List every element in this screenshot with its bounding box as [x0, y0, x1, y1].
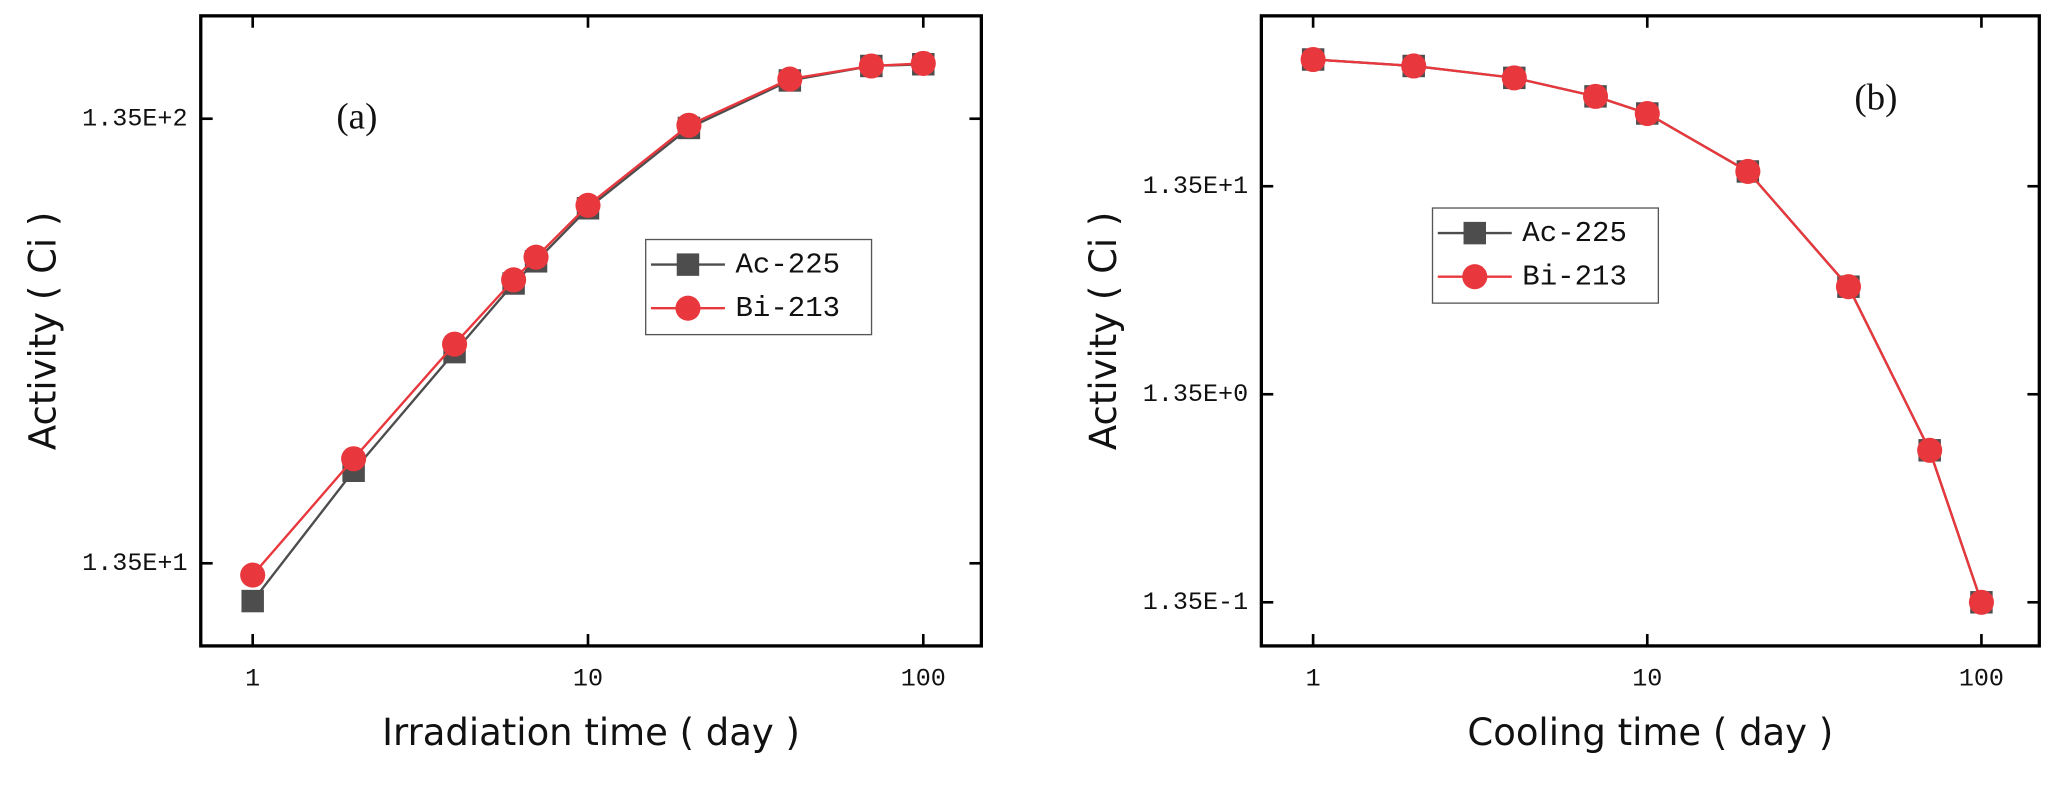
- marker: [858, 53, 884, 79]
- marker: [1735, 158, 1761, 185]
- marker: [241, 589, 264, 613]
- series-line: [1313, 58, 1983, 603]
- marker: [1582, 83, 1609, 109]
- legend-label: Ac-225: [736, 248, 841, 281]
- y-tick-label: 1.35E+1: [1143, 172, 1248, 201]
- y-axis-label: Activity ( Ci ): [21, 212, 64, 450]
- marker: [240, 562, 266, 588]
- y-tick-label: 1.35E+0: [1143, 380, 1248, 409]
- legend-marker: [676, 253, 700, 276]
- x-tick-label: 100: [1959, 665, 2004, 694]
- marker: [777, 66, 803, 92]
- annotation: (a): [336, 95, 377, 137]
- marker: [341, 446, 367, 472]
- series-line: [1313, 58, 1983, 603]
- plot-frame: [199, 14, 983, 648]
- marker: [575, 192, 601, 218]
- marker: [1401, 53, 1427, 79]
- marker: [523, 244, 549, 270]
- x-tick-label: 1: [1306, 665, 1321, 694]
- marker: [1300, 46, 1326, 73]
- y-axis-label: Activity ( Ci ): [1082, 212, 1125, 450]
- marker: [910, 50, 936, 76]
- legend-label: Bi-213: [736, 292, 841, 325]
- marker: [1917, 437, 1943, 463]
- x-tick-label: 10: [573, 665, 603, 694]
- x-axis-label: Irradiation time ( day ): [382, 711, 800, 754]
- legend-label: Ac-225: [1522, 217, 1627, 250]
- y-tick-label: 1.35E+1: [82, 549, 187, 578]
- y-tick-label: 1.35E+2: [82, 104, 187, 133]
- plot-frame: [1259, 14, 2041, 648]
- marker: [1501, 65, 1527, 91]
- marker: [1968, 589, 1994, 615]
- x-tick-label: 1: [245, 665, 260, 694]
- marker: [442, 331, 468, 357]
- marker: [676, 112, 702, 138]
- x-tick-label: 100: [901, 665, 946, 694]
- legend-label: Bi-213: [1522, 260, 1627, 293]
- annotation: (b): [1854, 76, 1897, 118]
- x-tick-label: 10: [1632, 665, 1662, 694]
- marker: [501, 267, 527, 293]
- legend-marker: [1463, 221, 1486, 245]
- legend-marker: [1462, 264, 1488, 290]
- marker: [1835, 274, 1862, 300]
- x-axis-label: Cooling time ( day ): [1467, 711, 1833, 754]
- legend-marker: [675, 295, 701, 321]
- marker: [1634, 100, 1660, 127]
- y-tick-label: 1.35E-1: [1143, 588, 1248, 617]
- series-line: [251, 62, 924, 576]
